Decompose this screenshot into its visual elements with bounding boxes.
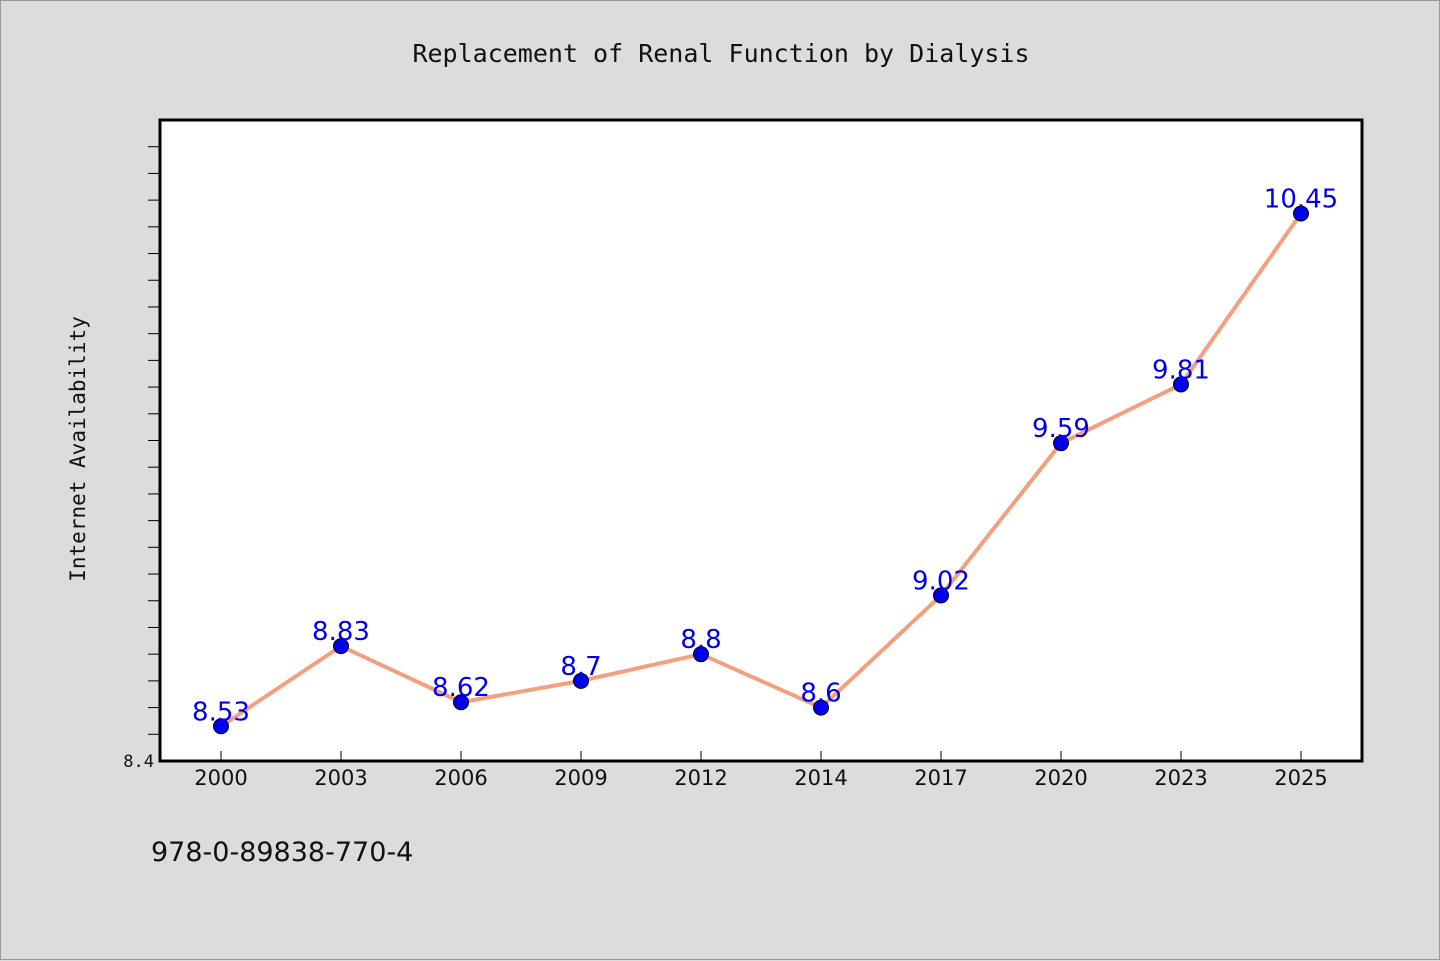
- x-tick-label: 2009: [554, 766, 607, 790]
- isbn-text: 978-0-89838-770-4: [151, 837, 414, 868]
- data-point: [573, 672, 589, 689]
- y-tick-label: 8.4: [123, 752, 154, 772]
- x-tick-label: 2025: [1274, 766, 1327, 790]
- y-axis-ticks: 8.4: [123, 146, 160, 772]
- data-label: 8.53: [192, 697, 250, 727]
- data-point: [693, 646, 709, 663]
- data-point: [1053, 435, 1069, 452]
- data-label: 9.02: [912, 566, 970, 596]
- data-point: [813, 699, 829, 716]
- x-tick-label: 2003: [314, 766, 367, 790]
- data-label: 8.8: [680, 625, 721, 655]
- data-label: 8.83: [312, 617, 370, 647]
- data-label: 9.59: [1032, 414, 1090, 444]
- data-labels: 8.53 8.83 8.62 8.7 8.8 8.6 9.02 9.59 9.81 10.45: [192, 184, 1338, 727]
- data-point: [1173, 376, 1189, 393]
- data-point: [933, 587, 949, 604]
- data-label: 10.45: [1264, 184, 1338, 214]
- x-tick-label: 2020: [1034, 766, 1087, 790]
- y-axis-label: Internet Availability: [66, 316, 90, 582]
- data-point: [1293, 205, 1309, 222]
- x-tick-label: 2012: [674, 766, 727, 790]
- plot-area: [158, 118, 1364, 763]
- x-tick-label: 2000: [194, 766, 247, 790]
- chart-title: Replacement of Renal Function by Dialysi…: [412, 39, 1029, 68]
- data-label: 8.62: [432, 673, 490, 703]
- data-label: 9.81: [1152, 355, 1210, 385]
- x-tick-label: 2014: [794, 766, 847, 790]
- series-line: [219, 211, 1303, 729]
- data-point: [213, 718, 229, 735]
- series-markers: [213, 205, 1309, 735]
- x-tick-label: 2006: [434, 766, 487, 790]
- data-point: [333, 638, 349, 655]
- data-label: 8.6: [800, 679, 841, 709]
- x-tick-label: 2023: [1154, 766, 1207, 790]
- data-label: 8.7: [560, 652, 601, 682]
- x-axis-ticks: 2000 2003 2006 2009 2012 2014 2017 2020 2023 2025: [194, 751, 1328, 790]
- x-tick-label: 2017: [914, 766, 967, 790]
- series-lines: [219, 211, 1303, 729]
- data-point: [453, 694, 469, 711]
